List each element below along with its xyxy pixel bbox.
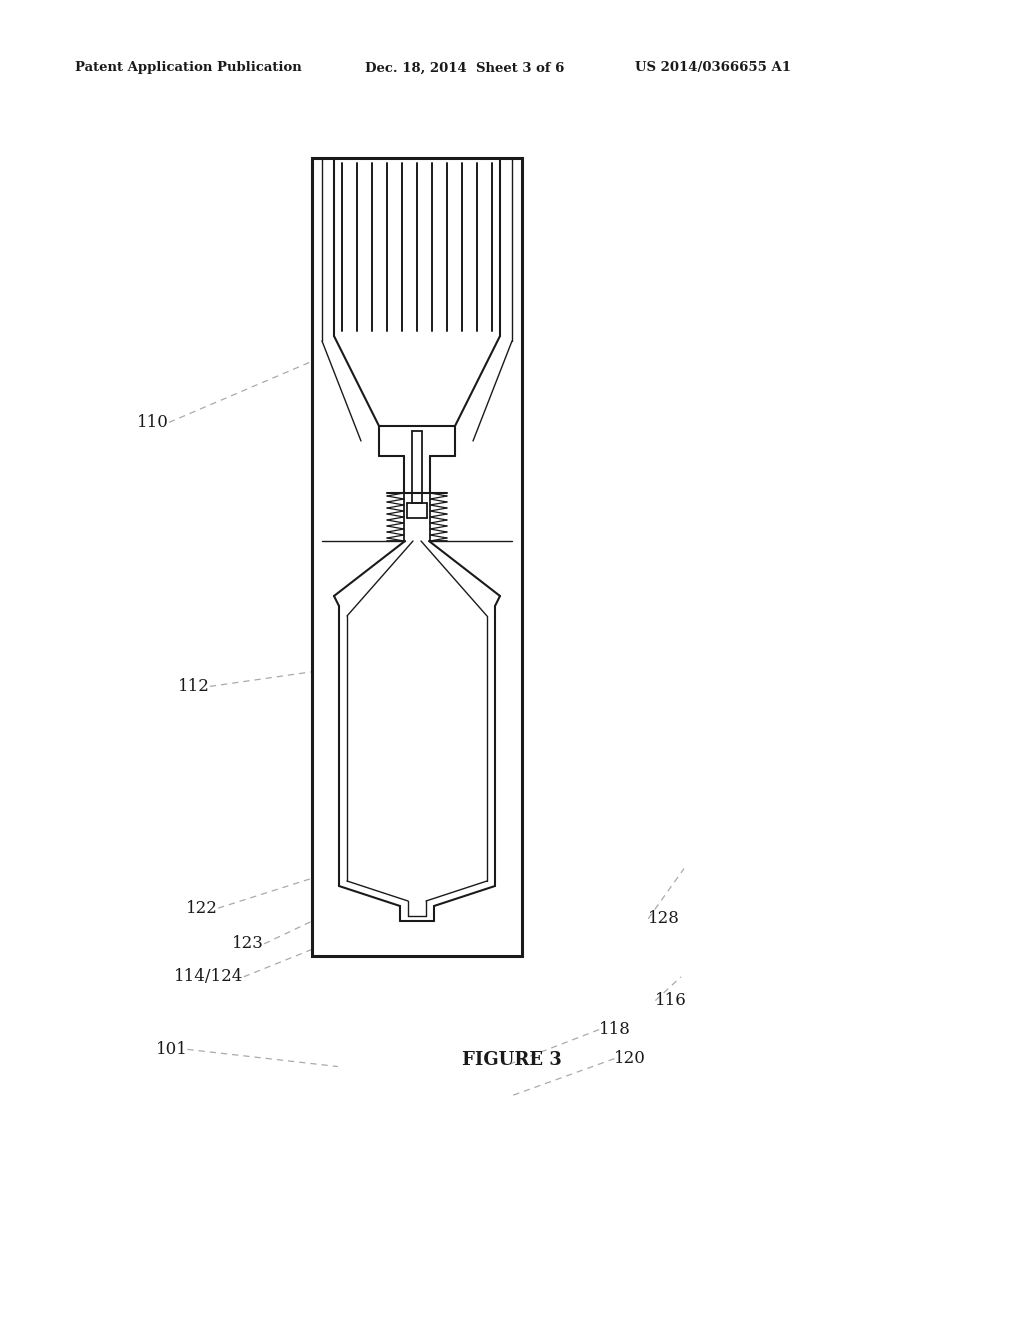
Text: 120: 120: [614, 1051, 646, 1067]
Text: Dec. 18, 2014  Sheet 3 of 6: Dec. 18, 2014 Sheet 3 of 6: [365, 62, 564, 74]
Text: FIGURE 3: FIGURE 3: [462, 1051, 562, 1069]
Text: 122: 122: [186, 900, 218, 916]
Text: 110: 110: [137, 414, 169, 430]
Text: 128: 128: [648, 911, 680, 927]
Text: 116: 116: [655, 993, 687, 1008]
Bar: [312, 158, 522, 956]
Text: Patent Application Publication: Patent Application Publication: [75, 62, 302, 74]
Text: 101: 101: [156, 1041, 187, 1057]
Text: 118: 118: [599, 1022, 631, 1038]
Text: 112: 112: [178, 678, 210, 694]
Text: 123: 123: [232, 936, 264, 952]
Text: 114/124: 114/124: [174, 969, 244, 985]
Text: US 2014/0366655 A1: US 2014/0366655 A1: [635, 62, 791, 74]
